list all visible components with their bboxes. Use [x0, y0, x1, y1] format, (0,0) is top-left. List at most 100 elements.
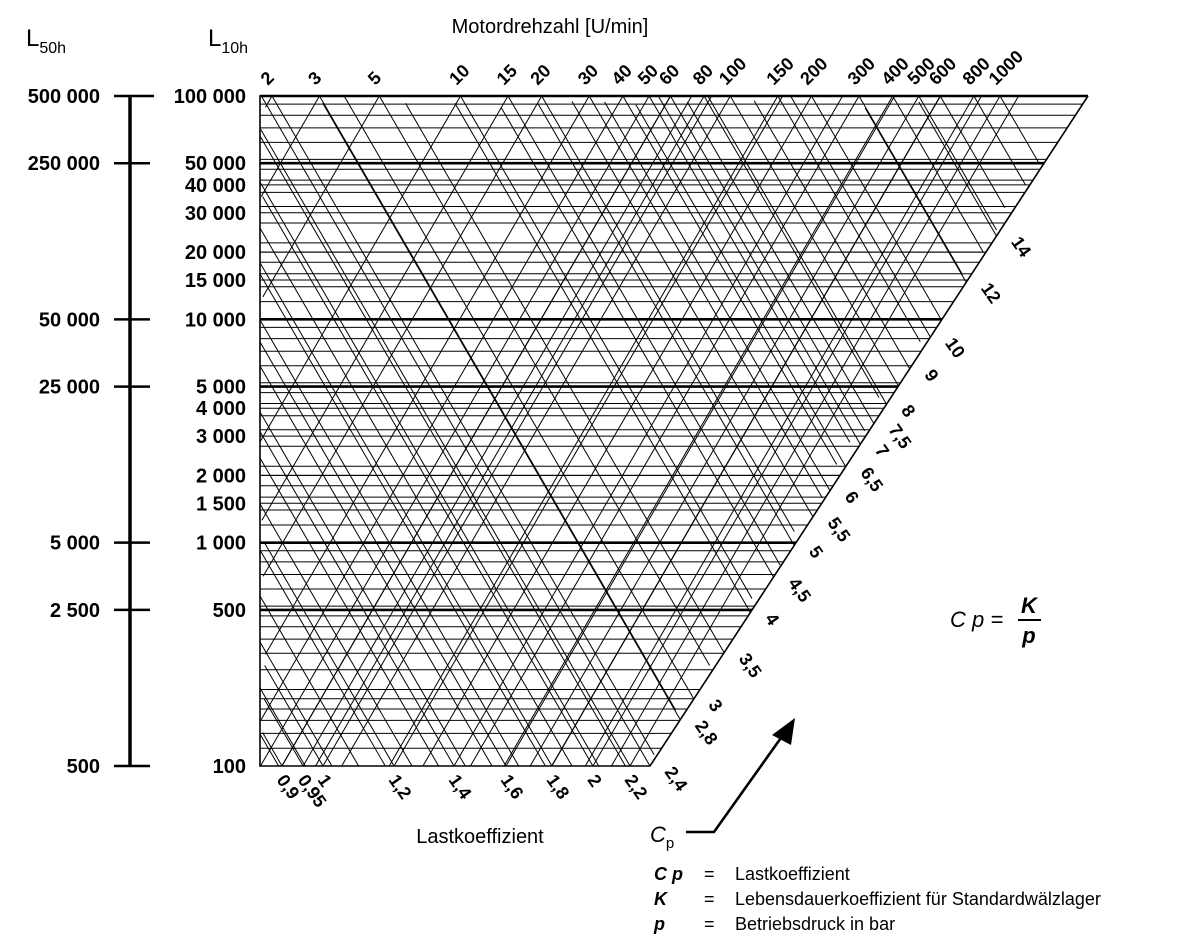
load-line [322, 103, 681, 720]
speed-tick-label: 300 [844, 53, 879, 88]
l50h-tick-label: 25 000 [39, 377, 100, 399]
load-tick-label: 7 [871, 441, 893, 461]
l50h-header: L50h [26, 25, 66, 57]
load-line [753, 100, 911, 370]
speed-line [507, 95, 781, 566]
load-line [551, 95, 941, 767]
speed-line [918, 95, 997, 231]
top-axis-title: Motordrehzahl [U/min] [452, 16, 649, 38]
speed-line [378, 95, 711, 666]
speed-tick-label: 80 [689, 61, 717, 89]
load-line [393, 95, 784, 767]
load-line [264, 542, 395, 767]
speed-line [259, 273, 546, 767]
load-tick-label: 5,5 [824, 514, 855, 546]
load-line [405, 102, 725, 653]
l50h-tick-label: 50 000 [39, 309, 100, 331]
load-line [790, 95, 931, 338]
load-line [260, 129, 631, 767]
legend: C p = Lastkoeffizient K = Lebensdauerkoe… [653, 864, 1101, 934]
speed-line [341, 95, 731, 767]
load-tick-label: 1,2 [385, 771, 416, 803]
speed-tick-label: 3 [304, 68, 325, 89]
speed-line [610, 95, 1001, 767]
load-line [263, 698, 304, 767]
load-tick-label: 8 [897, 401, 919, 421]
speed-line [858, 95, 964, 275]
speed-line [262, 95, 380, 298]
speed-tick-label: 30 [574, 61, 602, 89]
speed-tick-label: 150 [762, 53, 797, 88]
speed-tick-label: 60 [655, 61, 683, 89]
cp-arrow-label: Cp [650, 822, 674, 852]
speed-line [259, 457, 440, 767]
load-line [259, 263, 553, 767]
formula: C p = K p [950, 593, 1041, 648]
l50h-tick-label: 250 000 [28, 153, 100, 175]
load-line [686, 101, 875, 424]
speed-line [259, 227, 573, 767]
load-line [322, 95, 713, 767]
speed-line [315, 95, 705, 767]
legend-eq: = [704, 914, 715, 934]
load-line [259, 341, 507, 767]
speed-line [259, 95, 624, 722]
load-line [707, 95, 887, 405]
l10h-header: L10h [208, 25, 248, 57]
load-tick-label: 5 [805, 542, 827, 562]
load-line [302, 95, 693, 767]
load-tick-label: 2 [584, 771, 606, 791]
load-line [635, 104, 847, 467]
load-line [864, 107, 967, 283]
speed-line [541, 95, 795, 532]
speed-line [319, 95, 677, 711]
speed-line [529, 95, 920, 767]
l10h-tick-label: 40 000 [185, 175, 246, 197]
load-line [505, 95, 896, 767]
load-line [259, 430, 455, 767]
l10h-tick-label: 5 000 [196, 377, 246, 399]
cp-arrow [686, 718, 795, 834]
l10h-tick-label: 50 000 [185, 153, 246, 175]
speed-line [262, 95, 543, 577]
speed-line [648, 95, 851, 443]
speed-line [460, 95, 753, 599]
load-tick-label: 10 [941, 334, 969, 362]
speed-line [259, 365, 493, 767]
speed-line [503, 95, 894, 767]
l10h-tick-label: 30 000 [185, 203, 246, 225]
speed-line [260, 95, 650, 767]
load-line [260, 95, 651, 767]
l10h-tick-label: 2 000 [196, 465, 246, 487]
speed-tick-label: 600 [925, 53, 960, 88]
load-tick-label: 9 [920, 366, 942, 386]
legend-eq: = [704, 864, 715, 884]
load-line [281, 95, 672, 767]
formula-denominator: p [1021, 623, 1035, 648]
l50h-tick-label: 5 000 [50, 533, 100, 555]
load-line [262, 732, 283, 767]
nomogram-grid [259, 94, 1088, 767]
load-tick-label: 3 [705, 696, 727, 716]
l10h-tick-label: 3 000 [196, 426, 246, 448]
load-line [343, 95, 695, 700]
load-line [537, 102, 795, 546]
speed-line [259, 641, 333, 767]
speed-line [669, 95, 866, 432]
speed-tick-label: 40 [608, 61, 636, 89]
speed-tick-label: 5 [364, 68, 385, 89]
speed-line [259, 319, 520, 767]
speed-line [259, 503, 413, 767]
l50h-tick-label: 2 500 [50, 600, 100, 622]
legend-text: Lebensdauerkoeffizient für Standardwälzl… [735, 889, 1101, 909]
speed-line [588, 95, 823, 499]
formula-lhs: C p = [950, 607, 1003, 632]
speed-line [892, 95, 984, 253]
l10h-tick-label: 4 000 [196, 398, 246, 420]
load-tick-label: 2,4 [661, 763, 692, 795]
load-tick-label: 4,5 [784, 574, 815, 606]
l10h-tick-label: 100 [213, 756, 246, 778]
grid-frame [259, 95, 1089, 767]
load-line [918, 101, 997, 237]
